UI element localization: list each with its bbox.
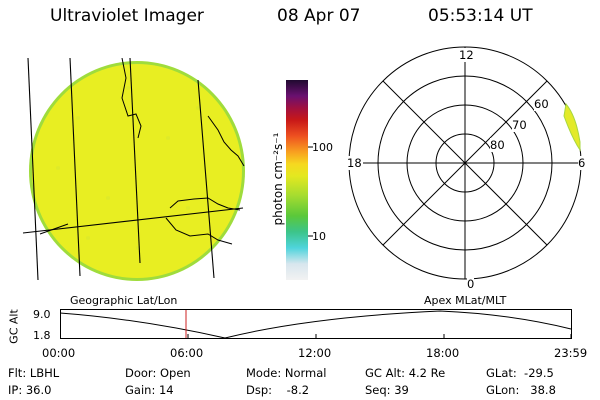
door-info: Door: Open	[125, 366, 191, 380]
image-disk	[32, 64, 242, 278]
colorbar-ticks	[308, 146, 313, 237]
apex-panel-label: Apex MLat/MLT	[424, 294, 507, 307]
polar-diagonal-2	[382, 80, 548, 246]
flt-info: Flt: LBHL	[8, 366, 60, 380]
gc-alt-axis-label: GC Alt	[7, 309, 21, 344]
time-tick-1800: 18:00	[426, 346, 460, 360]
glon-info: GLon: 38.8	[486, 383, 556, 397]
mlt-label-6: 6	[578, 156, 586, 170]
colorbar-tick-100: 100	[312, 141, 333, 154]
geographic-image	[22, 58, 245, 281]
colorbar-unit-label: photon cm⁻²s⁻¹	[271, 132, 285, 226]
time-tick-0600: 06:00	[170, 346, 204, 360]
alt-tick-low: 1.8	[33, 329, 51, 342]
alt-tick-high: 9.0	[33, 308, 51, 321]
geographic-panel-label: Geographic Lat/Lon	[70, 294, 178, 307]
time-tick-2359: 23:59	[554, 346, 588, 360]
gc-alt-info: GC Alt: 4.2 Re	[365, 366, 446, 380]
mlat-label-70: 70	[512, 118, 527, 132]
instrument-title: Ultraviolet Imager	[50, 6, 204, 26]
dsp-info: Dsp: -8.2	[246, 383, 310, 397]
altitude-curve	[60, 310, 572, 339]
altitude-timeline	[60, 309, 572, 339]
auroral-oval	[563, 102, 581, 152]
geo-grid-lines	[22, 58, 244, 281]
polar-plot	[348, 46, 582, 280]
mlat-label-60: 60	[534, 97, 549, 111]
mlt-label-12: 12	[458, 48, 475, 62]
mode-info: Mode: Normal	[246, 366, 327, 380]
colorbar-tick-10: 10	[312, 230, 326, 243]
coastlines	[39, 58, 245, 245]
time-label: 05:53:14 UT	[428, 6, 533, 26]
date-label: 08 Apr 07	[277, 6, 361, 26]
colorbar	[286, 80, 308, 280]
mlt-label-18: 18	[346, 156, 363, 170]
seq-info: Seq: 39	[365, 383, 409, 397]
ip-info: IP: 36.0	[8, 383, 52, 397]
time-tick-0000: 00:00	[42, 346, 76, 360]
glat-info: GLat: -29.5	[486, 366, 554, 380]
time-tick-1200: 12:00	[298, 346, 332, 360]
mlat-label-80: 80	[490, 138, 505, 152]
mlt-label-0: 0	[467, 277, 475, 291]
gain-info: Gain: 14	[125, 383, 174, 397]
